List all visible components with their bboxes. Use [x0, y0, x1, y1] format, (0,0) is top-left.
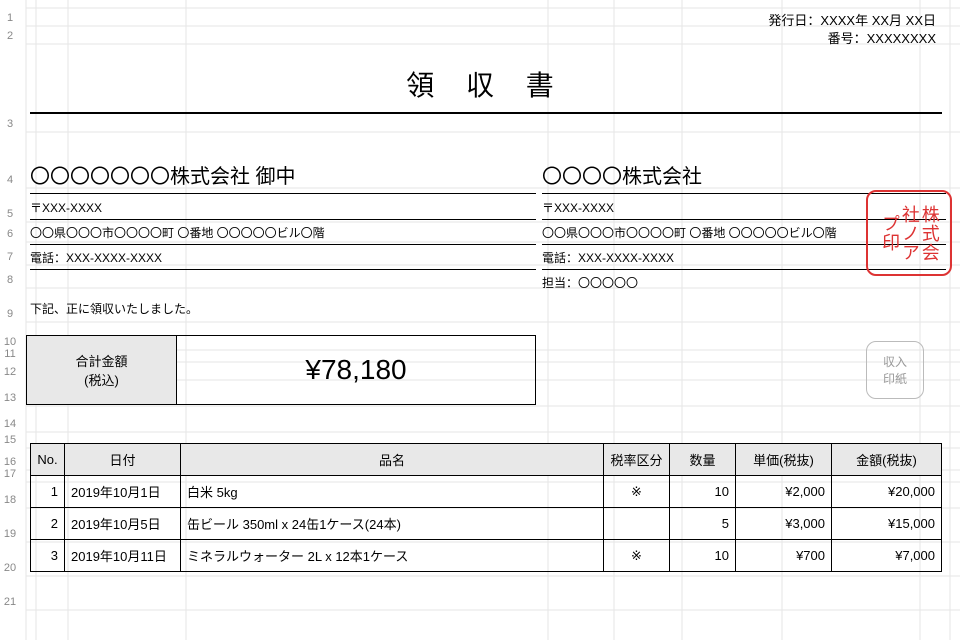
- total-box: 合計金額 (税込) ¥78,180: [26, 335, 536, 405]
- title-block: 領 収 書: [30, 46, 942, 114]
- cell-tax: [604, 508, 670, 540]
- row-header-cell: 18: [0, 494, 20, 506]
- cell-tax: ※: [604, 540, 670, 572]
- th-qty: 数量: [670, 444, 736, 476]
- row-header-cell: 19: [0, 528, 20, 540]
- cell-amt: ¥20,000: [832, 476, 942, 508]
- table-row: 22019年10月5日缶ビール 350ml x 24缶1ケース(24本) 5¥3,…: [31, 508, 942, 540]
- th-date: 日付: [65, 444, 181, 476]
- row-header-cell: 3: [0, 118, 20, 130]
- doc-number-label: 番号：: [828, 31, 867, 46]
- row-header-cell: 8: [0, 274, 20, 286]
- revenue-stamp-box: 収入 印紙: [866, 341, 924, 399]
- cell-no: 1: [31, 476, 65, 508]
- th-no: No.: [31, 444, 65, 476]
- payer-block: 〇〇〇〇〇〇〇株式会社 御中 〒XXX-XXXX 〇〇県〇〇〇市〇〇〇〇町 〇番…: [26, 160, 536, 294]
- cell-name: 缶ビール 350ml x 24缶1ケース(24本): [181, 508, 604, 540]
- cell-name: ミネラルウォーター 2L x 12本1ケース: [181, 540, 604, 572]
- doc-number-value: XXXXXXXX: [867, 31, 936, 46]
- payer-postal: 〒XXX-XXXX: [30, 195, 536, 220]
- cell-unit: ¥700: [736, 540, 832, 572]
- th-amt: 金額(税抜): [832, 444, 942, 476]
- row-header-cell: 7: [0, 251, 20, 263]
- row-header-cell: 5: [0, 208, 20, 220]
- row-header-cell: 13: [0, 392, 20, 404]
- cell-amt: ¥7,000: [832, 540, 942, 572]
- cell-amt: ¥15,000: [832, 508, 942, 540]
- issue-date-label: 発行日：: [768, 13, 820, 28]
- company-seal: 株式会社ノアプ印: [866, 190, 952, 276]
- total-row: 合計金額 (税込) ¥78,180 収入 印紙: [26, 335, 946, 405]
- cell-qty: 5: [670, 508, 736, 540]
- row-header-cell: 14: [0, 418, 20, 430]
- row-header-cell: 17: [0, 468, 20, 480]
- total-value: ¥78,180: [177, 336, 535, 404]
- receipt-sheet: 発行日：XXXX年 XX月 XX日 番号：XXXXXXXX 領 収 書 〇〇〇〇…: [26, 10, 946, 572]
- row-header-cell: 2: [0, 30, 20, 42]
- th-name: 品名: [181, 444, 604, 476]
- cell-qty: 10: [670, 476, 736, 508]
- row-header-cell: 20: [0, 562, 20, 574]
- payer-name: 〇〇〇〇〇〇〇株式会社 御中: [30, 160, 536, 194]
- row-header-cell: 12: [0, 366, 20, 378]
- payee-name: 〇〇〇〇株式会社: [542, 160, 946, 194]
- receipt-note: 下記、正に領収いたしました。: [26, 294, 946, 319]
- row-header-cell: 15: [0, 434, 20, 446]
- payee-block: 〇〇〇〇株式会社 〒XXX-XXXX 〇〇県〇〇〇市〇〇〇〇町 〇番地 〇〇〇〇…: [536, 160, 946, 294]
- document-title: 領 収 書: [30, 64, 942, 104]
- cell-date: 2019年10月11日: [65, 540, 181, 572]
- cell-unit: ¥3,000: [736, 508, 832, 540]
- row-header-cell: 16: [0, 456, 20, 468]
- cell-tax: ※: [604, 476, 670, 508]
- parties-block: 〇〇〇〇〇〇〇株式会社 御中 〒XXX-XXXX 〇〇県〇〇〇市〇〇〇〇町 〇番…: [26, 160, 946, 294]
- cell-name: 白米 5kg: [181, 476, 604, 508]
- row-header-cell: 11: [0, 348, 20, 360]
- th-unit: 単価(税抜): [736, 444, 832, 476]
- row-header-cell: 1: [0, 12, 20, 24]
- row-header-cell: 9: [0, 308, 20, 320]
- payer-phone: 電話：XXX-XXXX-XXXX: [30, 245, 536, 270]
- th-tax: 税率区分: [604, 444, 670, 476]
- table-header-row: No. 日付 品名 税率区分 数量 単価(税抜) 金額(税抜): [31, 444, 942, 476]
- table-row: 12019年10月1日白米 5kg※10¥2,000¥20,000: [31, 476, 942, 508]
- items-table: No. 日付 品名 税率区分 数量 単価(税抜) 金額(税抜) 12019年10…: [30, 443, 942, 572]
- cell-date: 2019年10月5日: [65, 508, 181, 540]
- cell-no: 3: [31, 540, 65, 572]
- row-header-cell: 21: [0, 596, 20, 608]
- payer-address: 〇〇県〇〇〇市〇〇〇〇町 〇番地 〇〇〇〇〇ビル〇階: [30, 220, 536, 245]
- row-header-cell: 10: [0, 336, 20, 348]
- table-row: 32019年10月11日ミネラルウォーター 2L x 12本1ケース※10¥70…: [31, 540, 942, 572]
- row-header-cell: 6: [0, 228, 20, 240]
- issue-date-value: XXXX年 XX月 XX日: [820, 13, 936, 28]
- cell-unit: ¥2,000: [736, 476, 832, 508]
- total-label: 合計金額 (税込): [27, 336, 177, 404]
- meta-block: 発行日：XXXX年 XX月 XX日 番号：XXXXXXXX: [26, 10, 946, 46]
- cell-date: 2019年10月1日: [65, 476, 181, 508]
- cell-no: 2: [31, 508, 65, 540]
- cell-qty: 10: [670, 540, 736, 572]
- row-header-cell: 4: [0, 174, 20, 186]
